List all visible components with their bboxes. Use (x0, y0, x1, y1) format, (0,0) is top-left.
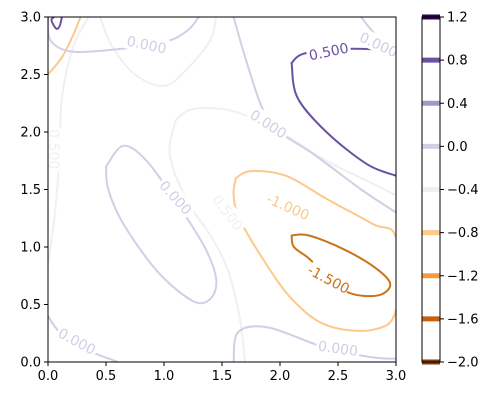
y-tick-label: 1.5 (20, 183, 41, 198)
contour-label: 0.500 (308, 40, 351, 64)
contour-line-level-0 (105, 144, 218, 305)
contour-line-level-0 (48, 17, 200, 53)
x-tick-label: 3.0 (386, 369, 407, 384)
contour-label: -1.500 (305, 262, 352, 297)
colorbar-tick-label: −1.6 (447, 312, 479, 327)
contour-label-bg (305, 260, 353, 297)
contour-label-bg (207, 189, 249, 235)
contour-line-level-0_5 (50, 17, 63, 30)
colorbar-tick-label: 0.4 (447, 97, 468, 112)
contour-label-bg (123, 31, 170, 57)
plot-area: -1.500 -1.000 0.500 0.500 0.000 0.000 0.000 0.0… (20, 11, 406, 385)
contour-label-bg (315, 336, 362, 360)
contour-label-bg (355, 27, 396, 62)
y-tick-label: 2.0 (20, 126, 41, 141)
contour-line-level--0_5 (174, 107, 396, 197)
contour-line-level--1 (48, 17, 82, 76)
contour-line-level--1_5 (290, 233, 392, 298)
y-tick-label: 1.0 (20, 241, 41, 256)
contour-line-level--1 (232, 169, 396, 332)
colorbar-tick-label: −0.4 (447, 183, 479, 198)
x-tick-label: 1.5 (212, 369, 233, 384)
contour-label: 0.000 (247, 107, 289, 142)
contour-label: 0.000 (55, 326, 98, 359)
colorbar-tick-label: 0.8 (447, 54, 468, 69)
contour-line-level--0_5 (168, 119, 247, 362)
x-tick-label: 2.5 (328, 369, 349, 384)
contour-line-level--0_5 (48, 17, 90, 266)
contour-label: 0.500 (45, 129, 61, 169)
contour-line-level-0 (232, 325, 396, 362)
contour-label-bg (264, 189, 312, 224)
colorbar-tick-label: −0.8 (447, 226, 479, 241)
y-tick-label: 0.5 (20, 298, 41, 313)
contour-label: 0.000 (125, 34, 168, 58)
contour-label: -1.000 (264, 191, 312, 224)
x-tick-label: 0.0 (38, 369, 59, 384)
x-tick-label: 1.0 (154, 369, 175, 384)
contour-label-bg (53, 323, 101, 359)
colorbar-tick-label: −2.0 (447, 356, 479, 371)
contour-label-bg (48, 127, 63, 172)
x-tick-label: 2.0 (270, 369, 291, 384)
contour-label: 0.500 (208, 192, 245, 233)
contour-lines: -1.500 -1.000 0.500 0.500 0.000 0.000 0.000 0.0… (45, 17, 396, 362)
colorbar-tick-label: 1.2 (447, 11, 468, 26)
x-tick-label: 0.5 (96, 369, 117, 384)
contour-label-bg (305, 38, 352, 64)
y-tick-label: 2.5 (20, 68, 41, 83)
y-tick-label: 3.0 (20, 11, 41, 26)
plot-frame (47, 16, 397, 363)
contour-line-level--0_5 (99, 17, 218, 88)
colorbar-tick-label: 0.0 (447, 140, 468, 155)
contour-label-bg (245, 104, 292, 143)
y-tick-label: 0.0 (20, 356, 41, 371)
contour-line-level-0_5 (290, 62, 396, 177)
contour-label: 0.000 (317, 338, 359, 359)
colorbar-tick-label: −1.2 (447, 269, 479, 284)
contour-label-bg (154, 175, 198, 220)
colorbar: 1.2 0.8 0.4 0.0 −0.4 −0.8 −1.2 −1.6 −2.0 (421, 11, 479, 371)
